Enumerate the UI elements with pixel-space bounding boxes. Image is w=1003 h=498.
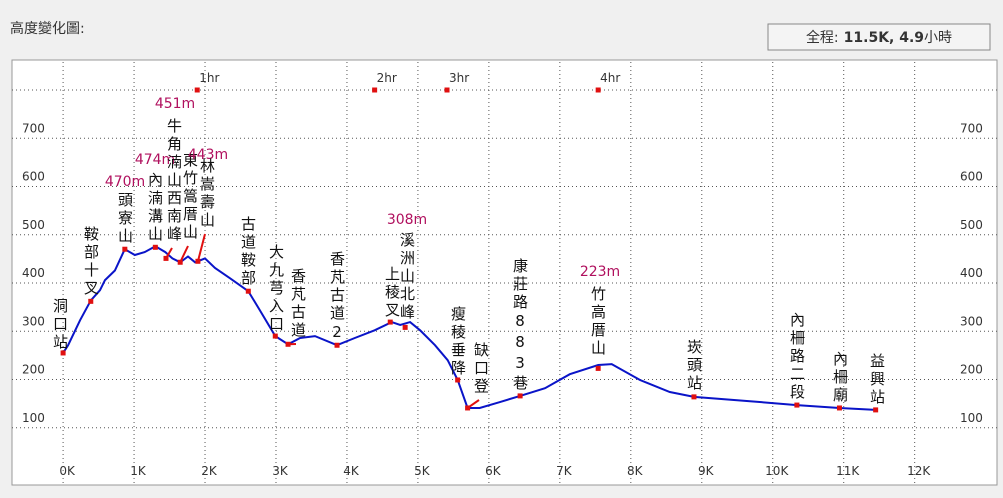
plot-frame (11, 59, 998, 486)
waypoint-marker (334, 342, 340, 348)
waypoint-label: 香芃古道 (289, 268, 307, 340)
waypoint-marker (455, 377, 461, 383)
waypoint-label: 崁頭站 (685, 339, 703, 393)
hour-marker (595, 87, 601, 93)
waypoint-label: 瘦稜垂降 (449, 306, 467, 378)
waypoint-marker (245, 288, 251, 294)
waypoint-label: 內柵路二段 (788, 312, 806, 402)
summary-box (767, 23, 991, 51)
x-tick-label: 11K (836, 464, 860, 478)
hour-marker (194, 87, 200, 93)
x-tick-label: 10K (765, 464, 789, 478)
waypoint-label: 竹高厝山 (589, 286, 607, 358)
hour-label: 1hr (199, 71, 219, 85)
waypoint-label: 林嵩壽山 (198, 158, 216, 230)
summary-value: 11.5K, 4.9 (844, 30, 924, 46)
waypoint-marker (163, 255, 169, 261)
summary-unit: 小時 (924, 30, 952, 46)
x-tick-label: 5K (414, 464, 431, 478)
y-tick-label: 400 (22, 266, 45, 280)
waypoint-marker (595, 365, 601, 371)
x-tick-label: 2K (201, 464, 218, 478)
x-tick-label: 4K (343, 464, 360, 478)
waypoint-marker (195, 258, 201, 264)
hour-label: 2hr (377, 71, 397, 85)
x-tick-label: 3K (272, 464, 289, 478)
waypoint-marker (517, 393, 523, 399)
y-tick-label: 500 (22, 218, 45, 232)
y-tick-label: 200 (22, 363, 45, 377)
waypoint-marker (177, 259, 183, 265)
hour-marker (372, 87, 378, 93)
waypoint-marker (285, 341, 291, 347)
hour-marker (444, 87, 450, 93)
waypoint-label: 牛角湳山西南峰 (165, 118, 183, 244)
waypoint-marker (402, 324, 408, 330)
waypoint-marker (88, 298, 94, 304)
elevation-label: 474m (135, 152, 175, 168)
waypoint-marker (152, 244, 158, 250)
elevation-line (62, 245, 876, 411)
waypoint-marker (272, 333, 278, 339)
waypoint-label: 上稜叉 (383, 266, 401, 320)
x-tick-label: 1K (130, 464, 147, 478)
elevation-label: 451m (155, 96, 195, 112)
y-tick-label-right: 100 (960, 411, 983, 425)
y-tick-label: 600 (22, 170, 45, 184)
x-tick-label: 0K (59, 464, 76, 478)
waypoint-marker (387, 319, 393, 325)
y-tick-label-right: 600 (960, 170, 983, 184)
waypoint-label: 內柵廟 (831, 351, 849, 405)
waypoint-marker (794, 402, 800, 408)
elevation-label: 470m (105, 174, 145, 190)
x-tick-label: 9K (698, 464, 715, 478)
x-tick-label: 7K (556, 464, 573, 478)
waypoint-label: 益興站 (868, 353, 886, 407)
hour-label: 4hr (600, 71, 620, 85)
y-tick-label: 100 (22, 411, 45, 425)
waypoint-label: 香芃古道2 (328, 251, 346, 344)
y-tick-label-right: 400 (960, 266, 983, 280)
waypoint-label: 內湳溝山 (146, 172, 164, 244)
y-tick-label: 300 (22, 314, 45, 328)
waypoint-label: 缺口登 (472, 342, 490, 396)
connector (196, 233, 206, 262)
waypoint-label: 古道鞍部 (239, 216, 257, 288)
y-tick-label-right: 500 (960, 218, 983, 232)
summary-label: 全程: (806, 29, 839, 46)
waypoint-marker (60, 350, 66, 356)
x-tick-label: 6K (485, 464, 502, 478)
page-title: 高度變化圖: (10, 20, 85, 37)
hour-label: 3hr (449, 71, 469, 85)
y-tick-label: 700 (22, 121, 45, 135)
y-tick-label-right: 300 (960, 314, 983, 328)
waypoint-label: 頭寮山 (116, 192, 134, 246)
x-tick-label: 8K (627, 464, 644, 478)
y-tick-label-right: 200 (960, 363, 983, 377)
elevation-label: 443m (188, 147, 228, 163)
elevation-label: 223m (580, 264, 620, 280)
x-tick-label: 12K (907, 464, 931, 478)
waypoint-label: 溪洲山北峰 (398, 232, 416, 322)
connector (179, 245, 189, 263)
waypoint-label: 鞍部十叉 (82, 226, 100, 298)
waypoint-marker (691, 394, 697, 400)
waypoint-marker (122, 246, 128, 252)
waypoint-marker (873, 407, 879, 413)
waypoint-marker (465, 405, 471, 411)
y-tick-label-right: 700 (960, 121, 983, 135)
waypoint-label: 洞口站 (51, 298, 69, 352)
summary: 全程: 11.5K, 4.9小時 (806, 29, 952, 46)
waypoint-label: 大九芎入口 (267, 244, 285, 334)
elevation-label: 308m (387, 212, 427, 228)
waypoint-label: 東竹篙厝山 (181, 152, 199, 242)
waypoint-marker (836, 405, 842, 411)
waypoint-label: 康莊路883巷 (511, 258, 529, 393)
